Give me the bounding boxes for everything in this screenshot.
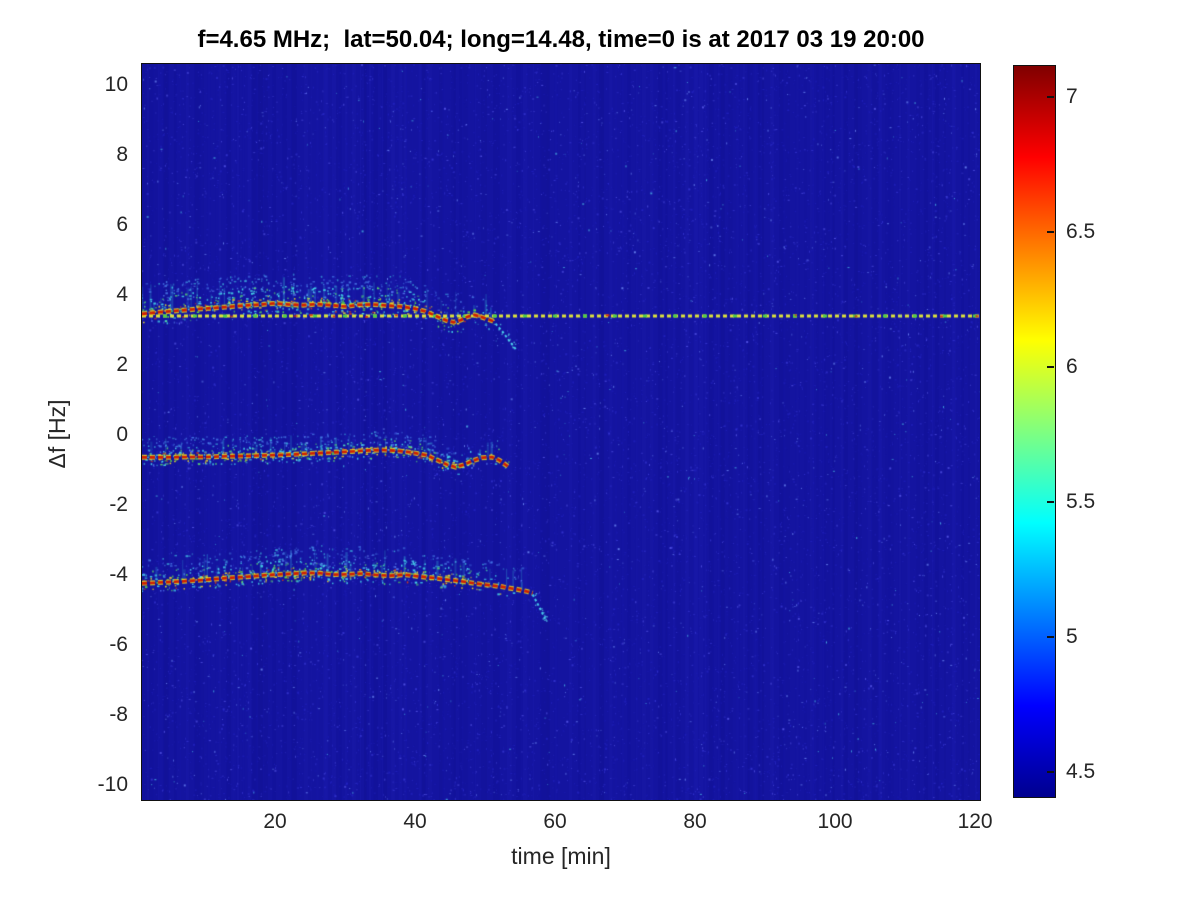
colorbar-tick xyxy=(1047,231,1054,234)
colorbar-tick-label: 5 xyxy=(1066,624,1078,648)
y-tick-label: 6 xyxy=(116,212,128,236)
y-tick-label: -6 xyxy=(109,632,128,656)
colorbar-tick-label: 7 xyxy=(1066,85,1078,109)
x-tick-label: 40 xyxy=(403,810,427,833)
y-tick-label: -4 xyxy=(109,562,128,586)
x-tick-label: 20 xyxy=(263,810,287,833)
spectrogram-canvas xyxy=(142,64,980,800)
y-tick-label: 8 xyxy=(116,142,128,166)
colorbar-tick-label: 5.5 xyxy=(1066,489,1096,513)
colorbar-gradient xyxy=(1014,66,1055,797)
y-axis-label: Δf [Hz] xyxy=(44,399,70,469)
colorbar-tick-label: 6.5 xyxy=(1066,220,1096,244)
colorbar-tick-label: 4.5 xyxy=(1066,759,1096,783)
colorbar-tick xyxy=(1047,635,1054,638)
y-tick-label: 0 xyxy=(116,422,128,446)
x-tick-label: 120 xyxy=(957,810,993,833)
colorbar-tick xyxy=(1047,500,1054,503)
y-tick-label: 10 xyxy=(104,72,128,96)
y-tick-label: -2 xyxy=(109,492,128,516)
colorbar-tick xyxy=(1047,366,1054,369)
y-tick-label: -8 xyxy=(109,702,128,726)
x-tick-label: 80 xyxy=(683,810,707,833)
x-tick-label: 60 xyxy=(543,810,567,833)
colorbar xyxy=(1013,65,1056,798)
x-axis-label: time [min] xyxy=(511,843,611,869)
y-tick-label: -10 xyxy=(97,772,128,796)
y-tick-label: 4 xyxy=(116,282,128,306)
colorbar-tick xyxy=(1047,770,1054,773)
colorbar-tick xyxy=(1047,96,1054,99)
y-tick-label: 2 xyxy=(116,352,128,376)
x-tick-label: 100 xyxy=(817,810,853,833)
plot-frame xyxy=(141,63,981,801)
colorbar-tick-label: 6 xyxy=(1066,355,1078,379)
chart-title: f=4.65 MHz; lat=50.04; long=14.48, time=… xyxy=(197,26,925,53)
